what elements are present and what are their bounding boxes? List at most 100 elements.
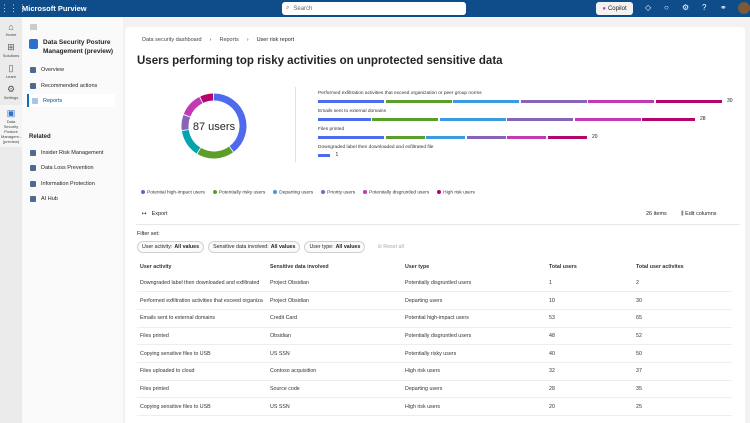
table-cell: 40	[546, 344, 633, 363]
export-button[interactable]: ↦ Export	[142, 211, 168, 217]
bar-value: 28	[700, 116, 706, 122]
bar-segment[interactable]	[439, 118, 506, 121]
bar-segment[interactable]	[507, 118, 573, 121]
megaphone-icon[interactable]: ◇	[645, 3, 652, 12]
column-header[interactable]: Sensitive data involved	[270, 264, 329, 270]
bar-segment[interactable]	[642, 118, 695, 121]
column-header[interactable]: User activity	[140, 264, 172, 270]
bar-segment[interactable]	[453, 100, 519, 103]
nav-item-reports[interactable]: Reports	[27, 94, 115, 107]
bar-label: Downgraded label then downloaded and exf…	[318, 145, 434, 150]
table-cell: Departing users	[402, 291, 546, 310]
table-row[interactable]: Performed exfiltration activities that e…	[137, 291, 732, 310]
reset-all-button[interactable]: ⊘ Reset all	[377, 244, 404, 250]
table-row[interactable]: Files printed Obsidian Potentially disgrun…	[137, 327, 732, 346]
bell-icon[interactable]: ○	[664, 3, 669, 12]
table-row[interactable]: Files uploaded to cloud Contoso acquisiti…	[137, 362, 732, 381]
home-icon: ⌂	[8, 22, 14, 32]
donut-segment[interactable]	[200, 93, 214, 103]
breadcrumb-dashboard[interactable]: Data security dashboard	[142, 37, 202, 43]
table-cell: US SSN	[267, 344, 402, 363]
legend-item[interactable]: High risk users	[437, 190, 475, 195]
donut-chart: 87 users	[181, 93, 247, 159]
bar-segment[interactable]	[318, 118, 371, 121]
rail-dspm[interactable]: ▣ Data Security Posture Managem... (previ…	[0, 105, 22, 147]
filter-sensitive-data[interactable]: Sensitive data involved: All values	[208, 241, 301, 253]
donut-center-label: 87 users	[193, 121, 236, 133]
donut-segment[interactable]	[181, 114, 191, 131]
bar-segment[interactable]	[588, 100, 654, 103]
rail-home[interactable]: ⌂ Home	[0, 22, 22, 37]
bar-segment[interactable]	[426, 136, 465, 139]
avatar[interactable]	[738, 2, 750, 14]
donut-segment[interactable]	[213, 93, 247, 152]
gear-icon[interactable]: ⚙	[682, 3, 690, 12]
legend-item[interactable]: Potential high-impact users	[141, 190, 205, 195]
filter-user-activity[interactable]: User activity: All values	[137, 241, 205, 253]
breadcrumb-reports[interactable]: Reports	[219, 37, 239, 43]
filter-user-type[interactable]: User type: All values	[304, 241, 366, 253]
book-icon: ▯	[8, 63, 14, 73]
table-row[interactable]: Downgraded label then downloaded and exf…	[137, 274, 732, 293]
table-cell: Potentially disgruntled users	[402, 274, 546, 293]
column-header[interactable]: User type	[405, 264, 430, 270]
bar-segment[interactable]	[466, 136, 506, 139]
rail-settings[interactable]: ⚙ Settings	[0, 84, 22, 100]
legend-item[interactable]: Priority users	[321, 190, 355, 195]
donut-segment[interactable]	[183, 97, 203, 117]
table-cell: Source code	[267, 380, 402, 399]
copilot-button[interactable]: ● Copilot	[596, 2, 633, 15]
collapse-nav-icon[interactable]	[30, 24, 37, 30]
share-icon[interactable]: ⚭	[720, 3, 727, 12]
nav-item-dlp[interactable]: Data Loss Prevention	[27, 161, 115, 174]
donut-segment[interactable]	[181, 129, 201, 154]
app-launcher-icon[interactable]: ⋮⋮⋮	[0, 3, 27, 13]
table-row[interactable]: Files printed Source code Departing users 2…	[137, 380, 732, 399]
nav-item-overview[interactable]: Overview	[27, 63, 115, 76]
table-row[interactable]: Copying sensitive files to USB US SSN High…	[137, 397, 732, 416]
insider-risk-icon	[30, 149, 36, 156]
bar-segment[interactable]	[318, 100, 384, 103]
table-row[interactable]: Copying sensitive files to USB US SSN Pote…	[137, 344, 732, 363]
bar-segment[interactable]	[520, 100, 587, 103]
table-row[interactable]: Emails sent to external domains Credit Ca…	[137, 309, 732, 328]
table-cell: 52	[633, 327, 732, 346]
bar-segment[interactable]	[547, 136, 587, 139]
actions-icon	[30, 82, 36, 89]
copilot-icon: ●	[602, 5, 606, 12]
donut-segment[interactable]	[197, 146, 234, 159]
table-cell: Files printed	[137, 327, 267, 346]
legend-item[interactable]: Departing users	[273, 190, 313, 195]
bar-segment[interactable]	[655, 100, 722, 103]
table-cell: High risk users	[402, 362, 546, 381]
chevron-right-icon: ›	[246, 37, 249, 43]
legend-label: Potential high-impact users	[147, 190, 205, 196]
bar-segment[interactable]	[372, 118, 438, 121]
bar-segment[interactable]	[385, 100, 452, 103]
nav-item-insider-risk-management[interactable]: Insider Risk Management	[27, 146, 115, 159]
help-icon[interactable]: ?	[702, 3, 707, 12]
legend-item[interactable]: Potentially disgruntled users	[363, 190, 429, 195]
legend-item[interactable]: Potentially risky users	[212, 190, 265, 195]
column-header[interactable]: Total users	[549, 264, 577, 270]
bar-segment[interactable]	[385, 136, 425, 139]
rail-learn[interactable]: ▯ Learn	[0, 63, 22, 79]
nav-item-insider-risk[interactable]	[27, 130, 115, 143]
bar-segment[interactable]	[318, 136, 384, 139]
export-label: Export	[151, 211, 168, 217]
bar-segment[interactable]	[574, 118, 641, 121]
nav-item-ai-hub[interactable]: AI Hub	[27, 192, 115, 205]
nav-label: Data Loss Prevention	[41, 164, 94, 171]
legend-label: Departing users	[279, 190, 314, 196]
search-input[interactable]: ⌕ Search	[282, 2, 466, 15]
bar-segment[interactable]	[318, 154, 330, 157]
edit-columns-button[interactable]: ⫼ Edit columns	[681, 211, 717, 218]
bar-segment[interactable]	[507, 136, 546, 139]
table-cell: 37	[633, 362, 732, 381]
nav-label: AI Hub	[41, 195, 58, 202]
nav-item-information-protection[interactable]: Information Protection	[27, 177, 115, 190]
column-header[interactable]: Total user activites	[636, 264, 684, 270]
rail-solutions[interactable]: ⊞ Solutions	[0, 42, 22, 58]
table-cell: Contoso acquisition	[267, 362, 402, 381]
nav-item-recommended-actions[interactable]: Recommended actions	[27, 79, 115, 92]
